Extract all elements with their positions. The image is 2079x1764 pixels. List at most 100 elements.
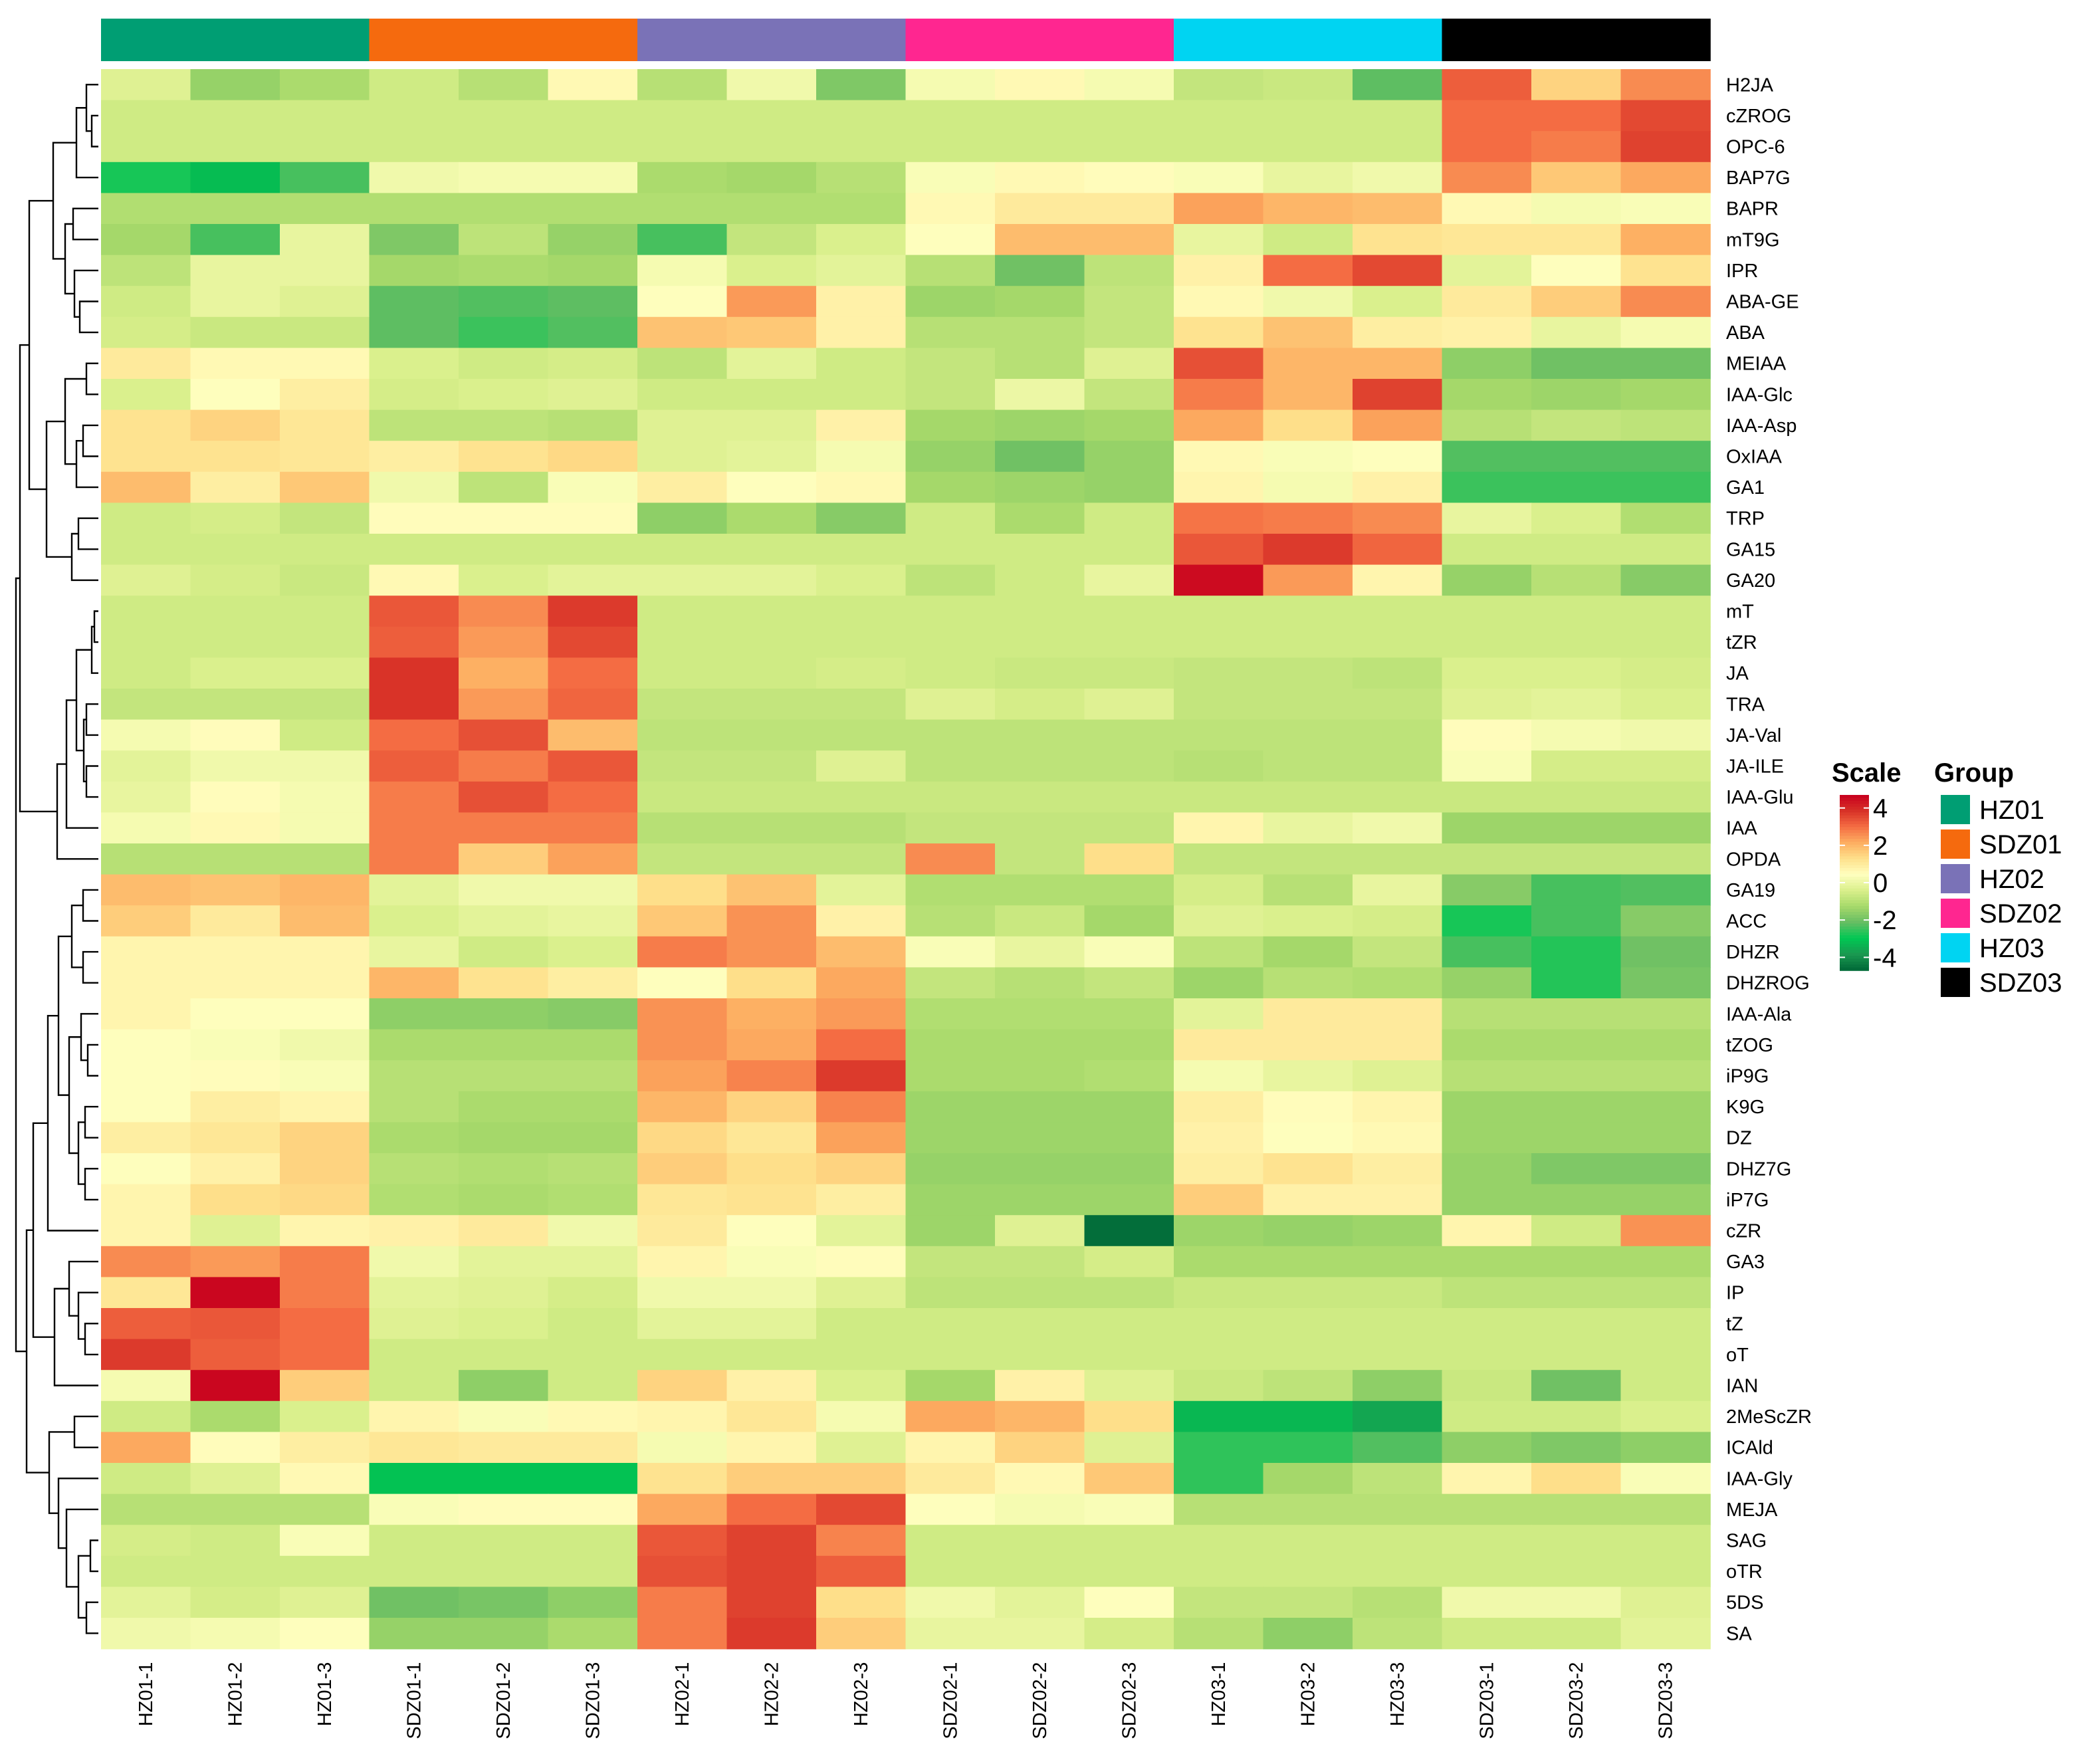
cell-ja-sdz01-2	[459, 657, 549, 689]
cell-ipr-hz03-3	[1353, 255, 1443, 286]
cell-mt9g-hz01-2	[190, 224, 280, 256]
cell-trp-sdz03-3	[1620, 502, 1711, 534]
cell-bapr-hz03-3	[1353, 193, 1443, 225]
cell-oxiaa-sdz03-3	[1620, 441, 1711, 473]
cell-icald-sdz03-3	[1620, 1432, 1711, 1464]
cell-ja-ile-hz02-2	[726, 750, 817, 782]
cell-ot-sdz03-3	[1620, 1339, 1711, 1371]
cell-ja-ile-sdz02-1	[905, 750, 996, 782]
cell-ga15-hz03-2	[1263, 534, 1353, 566]
cell-h2ja-sdz02-3	[1084, 69, 1174, 101]
cell-ga3-sdz02-3	[1084, 1246, 1174, 1278]
cell-mt-sdz03-3	[1620, 596, 1711, 627]
cell-ip-hz03-1	[1174, 1277, 1264, 1309]
row-label-ot: oT	[1726, 1345, 1749, 1366]
cell-ja-hz01-2	[190, 657, 280, 689]
cell-ip9g-hz01-1	[101, 1060, 191, 1092]
cell-bap7g-sdz02-1	[905, 162, 996, 194]
cell-dz-hz01-1	[101, 1122, 191, 1154]
dendro-branch-49	[25, 1229, 49, 1474]
cell-tzr-hz01-2	[190, 626, 280, 659]
row-label-meja: MEJA	[1726, 1499, 1778, 1521]
cell-mt9g-sdz03-3	[1620, 224, 1711, 256]
cell-dhz7g-sdz01-1	[369, 1153, 459, 1185]
group-legend-label-hz01: HZ01	[1979, 796, 2044, 825]
cell-5ds-hz01-1	[101, 1587, 191, 1618]
cell-sag-hz01-1	[101, 1525, 191, 1557]
scale-swatch-36	[1840, 900, 1869, 904]
row-label-opc-6: OPC-6	[1726, 137, 1785, 158]
cell-dz-sdz02-1	[905, 1122, 996, 1154]
cell-czr-hz02-2	[726, 1215, 817, 1247]
cell-dz-hz03-2	[1263, 1122, 1353, 1154]
cell-tra-sdz01-3	[548, 689, 638, 720]
cell-dhzr-sdz03-2	[1531, 936, 1622, 968]
cell-meiaa-hz02-3	[816, 348, 907, 380]
cell-tz-hz03-1	[1174, 1308, 1264, 1340]
cell-ja-val-sdz03-2	[1531, 719, 1622, 751]
cell-opda-sdz02-3	[1084, 843, 1174, 875]
cell-aba-ge-sdz01-1	[369, 286, 459, 318]
cell-iaa-ala-hz02-3	[816, 998, 907, 1030]
cell-mt-sdz02-1	[905, 596, 996, 627]
cell-iaa-gly-sdz03-2	[1531, 1463, 1622, 1495]
row-label-iaa-gly: IAA-Gly	[1726, 1468, 1793, 1489]
cell-sa-sdz03-2	[1531, 1618, 1622, 1650]
cell-k9g-hz02-3	[816, 1091, 907, 1123]
cell-ga3-sdz03-3	[1620, 1246, 1711, 1278]
cell-ga20-hz01-1	[101, 564, 191, 596]
cell-aba-sdz02-3	[1084, 316, 1174, 349]
cell-aba-ge-hz01-3	[280, 286, 370, 318]
cell-ja-val-hz02-1	[637, 719, 728, 751]
cell-sa-hz02-3	[816, 1618, 907, 1650]
cell-aba-ge-hz02-2	[726, 286, 817, 318]
cell-ja-hz01-3	[280, 657, 370, 689]
column-label-hz03-1: HZ03-1	[1208, 1662, 1230, 1727]
cell-5ds-hz01-3	[280, 1587, 370, 1618]
cell-opc-6-hz01-2	[190, 131, 280, 163]
cell-ipr-sdz01-3	[548, 255, 638, 286]
cell-czr-sdz03-2	[1531, 1215, 1622, 1247]
cell-tz-sdz01-1	[369, 1308, 459, 1340]
cell-iaa-sdz02-3	[1084, 812, 1174, 844]
cell-5ds-hz03-3	[1353, 1587, 1443, 1618]
column-label-hz01-2: HZ01-2	[225, 1662, 247, 1727]
cell-czr-hz01-1	[101, 1215, 191, 1247]
cell-bapr-hz02-3	[816, 193, 907, 225]
dendro-branch-16	[93, 610, 98, 643]
cell-ip-hz02-1	[637, 1277, 728, 1309]
group-bar-sdz03-2	[1531, 19, 1622, 61]
cell-icald-sdz02-2	[995, 1432, 1085, 1464]
cell-icald-hz03-3	[1353, 1432, 1443, 1464]
cell-opda-hz03-3	[1353, 843, 1443, 875]
cell-aba-hz01-1	[101, 316, 191, 349]
scale-swatch-56	[1840, 958, 1869, 962]
row-label-meiaa: MEIAA	[1726, 354, 1787, 375]
cell-ga1-hz02-1	[637, 471, 728, 504]
cell-otr-hz02-1	[637, 1555, 728, 1588]
cell-ip9g-sdz01-1	[369, 1060, 459, 1092]
cell-meja-hz01-2	[190, 1493, 280, 1525]
cell-ip9g-sdz03-3	[1620, 1060, 1711, 1092]
dendro-branch-4	[78, 300, 98, 334]
cell-sag-hz02-2	[726, 1525, 817, 1557]
cell-tra-hz03-1	[1174, 689, 1264, 720]
cell-ga19-sdz03-2	[1531, 874, 1622, 906]
cell-ga20-hz02-2	[726, 564, 817, 596]
cell-iaa-ala-hz03-1	[1174, 998, 1264, 1030]
dendro-branch-19	[85, 765, 98, 798]
cell-iaa-glc-sdz01-3	[548, 379, 638, 411]
cell-ot-hz02-2	[726, 1339, 817, 1371]
cell-ip-hz03-3	[1353, 1277, 1443, 1309]
scale-swatch-13	[1840, 833, 1869, 837]
dendro-branch-42	[77, 1555, 90, 1619]
cell-otr-sdz01-3	[548, 1555, 638, 1588]
cell-5ds-hz03-1	[1174, 1587, 1264, 1618]
cell-trp-hz01-3	[280, 502, 370, 534]
cell-dhz7g-sdz03-1	[1442, 1153, 1532, 1185]
cell-czr-hz02-3	[816, 1215, 907, 1247]
dendro-branch-44	[57, 1478, 98, 1549]
scale-swatch-29	[1840, 879, 1869, 883]
row-label-dhzrog: DHZROG	[1726, 973, 1810, 994]
cell-bap7g-hz02-2	[726, 162, 817, 194]
